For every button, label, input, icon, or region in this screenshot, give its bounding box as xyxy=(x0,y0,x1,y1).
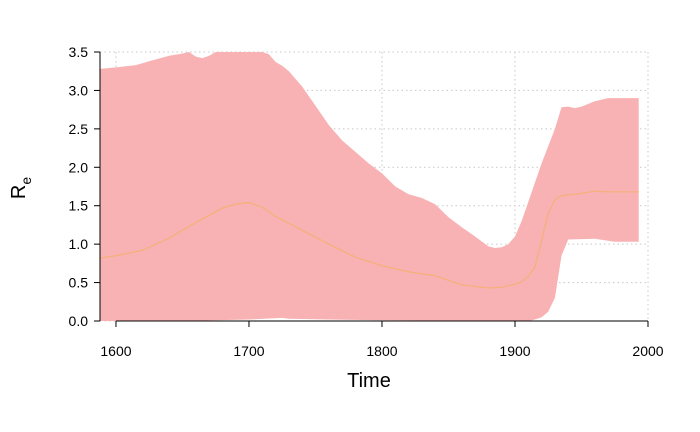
x-tick-label-1900: 1900 xyxy=(499,343,530,359)
y-tick-label-3.5: 3.5 xyxy=(69,44,89,60)
y-axis-title: Re xyxy=(8,177,34,199)
x-tick-label-1600: 1600 xyxy=(100,343,131,359)
x-tick-label-1700: 1700 xyxy=(233,343,264,359)
y-tick-label-2.0: 2.0 xyxy=(69,159,89,175)
y-axis-title-main: R xyxy=(8,185,30,199)
x-axis-title: Time xyxy=(347,370,391,392)
y-tick-label-2.5: 2.5 xyxy=(69,121,89,137)
y-tick-label-1.0: 1.0 xyxy=(69,236,89,252)
band-area xyxy=(100,52,639,321)
y-tick-label-1.5: 1.5 xyxy=(69,198,89,214)
axes xyxy=(94,51,649,327)
y-axis-title-subscript: e xyxy=(18,177,34,185)
x-tick-label-2000: 2000 xyxy=(632,343,663,359)
x-tick-label-1800: 1800 xyxy=(366,343,397,359)
median-line xyxy=(99,190,639,289)
tick-labels: 1600 1700 1800 1900 2000 0.0 0.5 1.0 1.5 2.0 2.5 3.… xyxy=(69,44,664,359)
y-tick-label-3.0: 3.0 xyxy=(69,82,89,98)
y-tick-label-0.0: 0.0 xyxy=(69,313,89,329)
y-tick-label-0.5: 0.5 xyxy=(69,275,89,291)
